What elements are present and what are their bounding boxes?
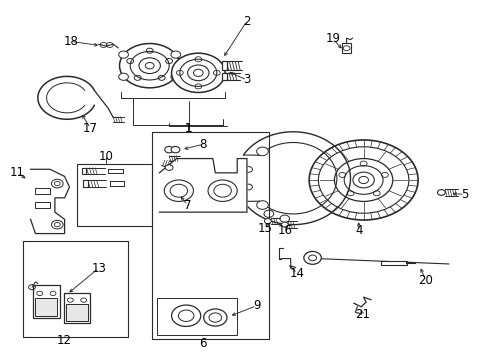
- Circle shape: [165, 165, 173, 170]
- Circle shape: [171, 51, 180, 58]
- Circle shape: [171, 53, 224, 93]
- Text: 7: 7: [183, 198, 191, 212]
- Bar: [81, 168, 86, 174]
- Text: 19: 19: [325, 32, 340, 45]
- Text: 16: 16: [277, 224, 292, 237]
- Text: 3: 3: [243, 73, 250, 86]
- Polygon shape: [159, 158, 246, 212]
- Text: 4: 4: [354, 224, 362, 237]
- Text: 17: 17: [82, 122, 98, 135]
- Text: 5: 5: [460, 188, 468, 201]
- Circle shape: [119, 73, 128, 80]
- Bar: [35, 298, 57, 316]
- Text: 6: 6: [199, 337, 206, 350]
- Text: 21: 21: [354, 308, 369, 321]
- Text: 8: 8: [199, 138, 206, 151]
- Circle shape: [171, 147, 180, 153]
- Bar: [35, 202, 50, 208]
- Text: 14: 14: [289, 267, 304, 280]
- Bar: [35, 188, 50, 194]
- Text: 18: 18: [63, 35, 78, 48]
- Circle shape: [264, 219, 271, 224]
- Circle shape: [256, 147, 268, 156]
- Circle shape: [164, 180, 193, 202]
- Circle shape: [203, 309, 226, 326]
- Circle shape: [281, 222, 287, 227]
- Circle shape: [119, 44, 180, 88]
- Circle shape: [51, 179, 63, 188]
- Circle shape: [244, 184, 252, 190]
- Circle shape: [171, 305, 201, 327]
- Bar: [380, 261, 407, 265]
- Text: 12: 12: [57, 334, 72, 347]
- Bar: [221, 62, 227, 70]
- Circle shape: [171, 73, 180, 80]
- Bar: [63, 293, 90, 323]
- Text: 20: 20: [418, 274, 432, 287]
- Text: 10: 10: [98, 150, 113, 163]
- Circle shape: [207, 180, 237, 202]
- Circle shape: [244, 167, 252, 172]
- Text: 11: 11: [10, 166, 25, 179]
- Bar: [33, 285, 60, 318]
- Bar: [23, 241, 127, 337]
- Bar: [152, 132, 268, 339]
- Circle shape: [51, 220, 63, 229]
- Bar: [221, 73, 226, 80]
- Bar: [341, 43, 351, 53]
- Bar: [66, 305, 88, 321]
- Text: 1: 1: [184, 122, 192, 135]
- Circle shape: [164, 147, 173, 153]
- Text: 2: 2: [243, 14, 250, 27]
- Bar: [77, 164, 152, 226]
- Text: 13: 13: [91, 262, 106, 275]
- Text: 9: 9: [252, 299, 260, 312]
- Circle shape: [437, 190, 445, 195]
- Circle shape: [303, 251, 321, 264]
- Bar: [157, 298, 237, 336]
- Circle shape: [119, 51, 128, 58]
- Text: 15: 15: [258, 222, 272, 235]
- Circle shape: [256, 201, 268, 209]
- Text: 1: 1: [184, 122, 192, 135]
- Circle shape: [308, 140, 417, 220]
- Bar: [83, 180, 88, 187]
